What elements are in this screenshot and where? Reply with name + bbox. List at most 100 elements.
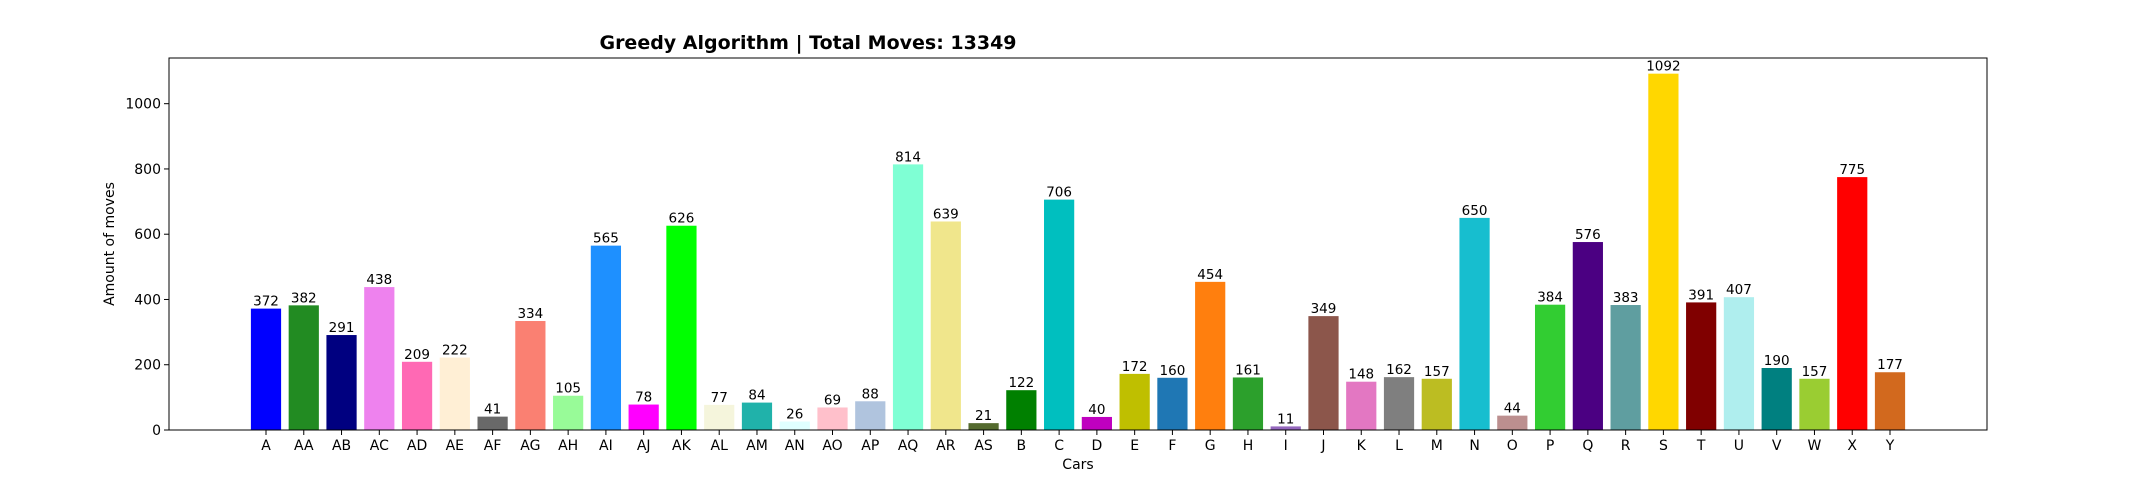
x-tick-label: AG: [520, 438, 540, 454]
bar-x: [1837, 177, 1868, 430]
bar-value-label: 69: [824, 392, 841, 408]
y-tick-label: 800: [134, 162, 161, 178]
bar-value-label: 454: [1197, 267, 1223, 283]
x-tick-label: M: [1431, 438, 1443, 454]
bar-af: [477, 416, 508, 430]
bar-value-label: 391: [1688, 287, 1714, 303]
x-tick-label: K: [1357, 438, 1367, 454]
bar-ar: [930, 221, 961, 430]
x-axis-label: Cars: [1062, 457, 1093, 473]
bar-ah: [553, 395, 584, 430]
bar-value-label: 407: [1726, 282, 1752, 298]
bar-value-label: 26: [786, 407, 803, 423]
x-axis-ticks: A AA AB AC AD AE AF AG AH AI AJ AK AL AM AN AO AP AQ AR AS B…: [261, 430, 1895, 454]
bar-value-label: 157: [1802, 364, 1828, 380]
x-tick-label: Y: [1885, 438, 1895, 454]
bar-value-label: 382: [291, 290, 317, 306]
bar-value-label: 650: [1462, 203, 1488, 219]
bar-value-label: 334: [517, 306, 543, 322]
x-tick-label: E: [1130, 438, 1139, 454]
bar-value-label: 349: [1311, 301, 1337, 317]
x-tick-label: AL: [711, 438, 729, 454]
bar-q: [1572, 242, 1603, 430]
bar-f: [1157, 377, 1188, 430]
x-tick-label: AQ: [898, 438, 918, 454]
bars-group: 372 382 291 438 209 222 41 334 105 565 78 626 77 84 26…: [250, 59, 1906, 431]
bar-aj: [628, 404, 659, 430]
chart-title: Greedy Algorithm | Total Moves: 13349: [599, 32, 1016, 54]
bar-value-label: 222: [442, 343, 468, 359]
bar-value-label: 122: [1008, 375, 1034, 391]
bar-n: [1459, 217, 1490, 430]
bar-value-label: 21: [975, 408, 992, 424]
x-tick-label: AM: [746, 438, 768, 454]
bar-value-label: 209: [404, 347, 430, 363]
x-tick-label: G: [1205, 438, 1216, 454]
bar-value-label: 384: [1537, 290, 1563, 306]
bar-value-label: 775: [1839, 162, 1865, 178]
x-tick-label: AK: [672, 438, 692, 454]
bar-value-label: 44: [1504, 401, 1521, 417]
x-tick-label: X: [1847, 438, 1857, 454]
bar-j: [1308, 316, 1339, 430]
bar-l: [1383, 377, 1415, 430]
bar-value-label: 1092: [1646, 59, 1680, 75]
bar-ac: [364, 287, 395, 430]
y-tick-label: 1000: [125, 97, 161, 113]
bar-value-label: 706: [1046, 185, 1072, 201]
bar-ao: [817, 407, 848, 430]
bar-e: [1119, 373, 1150, 430]
x-tick-label: V: [1772, 438, 1782, 454]
x-tick-label: AD: [407, 438, 427, 454]
bar-value-label: 41: [484, 402, 501, 418]
bar-r: [1610, 305, 1641, 430]
bar-am: [741, 402, 773, 430]
bar-k: [1346, 381, 1377, 430]
x-tick-label: AH: [558, 438, 578, 454]
bar-value-label: 77: [711, 390, 728, 406]
x-tick-label: AJ: [637, 438, 651, 454]
x-tick-label: J: [1320, 438, 1325, 454]
bar-ag: [515, 321, 546, 430]
bar-as: [968, 423, 999, 430]
x-tick-label: B: [1017, 438, 1027, 454]
bar-value-label: 162: [1386, 362, 1412, 378]
x-tick-label: F: [1168, 438, 1176, 454]
x-tick-label: P: [1546, 438, 1554, 454]
x-tick-label: AC: [370, 438, 389, 454]
x-tick-label: Q: [1582, 438, 1593, 454]
x-tick-label: AB: [332, 438, 351, 454]
x-tick-label: W: [1808, 438, 1822, 454]
bar-g: [1195, 281, 1226, 430]
bar-ab: [326, 335, 357, 430]
bar-w: [1799, 378, 1830, 430]
bar-value-label: 172: [1122, 359, 1148, 375]
bar-value-label: 84: [748, 388, 765, 404]
bar-value-label: 161: [1235, 362, 1261, 378]
bar-aa: [288, 305, 319, 430]
x-tick-label: AN: [785, 438, 805, 454]
bar-ak: [666, 225, 697, 430]
bar-s: [1648, 73, 1679, 431]
bar-i: [1270, 426, 1301, 430]
bar-value-label: 157: [1424, 364, 1450, 380]
y-tick-label: 200: [134, 358, 161, 374]
x-tick-label: C: [1054, 438, 1064, 454]
bar-an: [779, 421, 810, 430]
bar-u: [1723, 297, 1755, 430]
bar-ap: [855, 401, 886, 430]
x-tick-label: T: [1696, 438, 1706, 454]
x-tick-label: AP: [861, 438, 879, 454]
bar-value-label: 40: [1088, 402, 1105, 418]
y-tick-label: 400: [134, 292, 161, 308]
bar-value-label: 576: [1575, 227, 1601, 243]
bar-value-label: 814: [895, 149, 921, 165]
bar-value-label: 291: [329, 320, 355, 336]
y-axis-label: Amount of moves: [102, 182, 118, 306]
x-tick-label: AS: [974, 438, 993, 454]
bar-value-label: 148: [1348, 367, 1374, 383]
x-tick-label: AA: [294, 438, 314, 454]
bar-value-label: 177: [1877, 357, 1903, 373]
bar-y: [1874, 372, 1906, 430]
x-tick-label: AE: [446, 438, 464, 454]
